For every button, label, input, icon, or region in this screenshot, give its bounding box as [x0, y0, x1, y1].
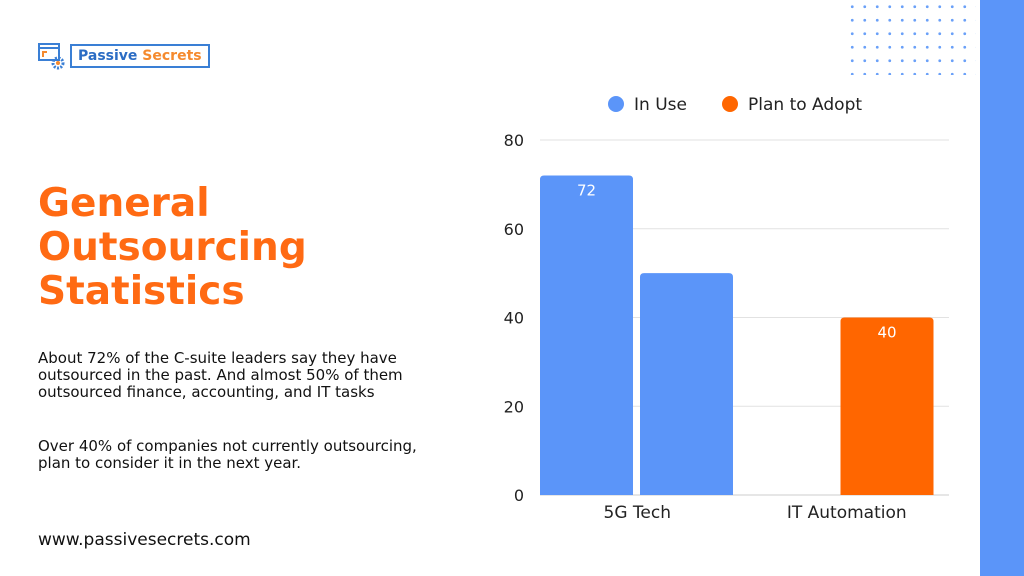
dot-pattern — [846, 0, 976, 75]
legend-marker — [608, 96, 624, 112]
website-url: www.passivesecrets.com — [38, 530, 251, 550]
bar-plan-to-adopt — [840, 317, 934, 495]
data-label: 40 — [877, 324, 896, 342]
legend-marker — [722, 96, 738, 112]
side-stripe — [980, 0, 1024, 576]
logo: Passive Secrets — [38, 42, 210, 70]
y-tick-label: 20 — [504, 397, 524, 416]
y-tick-label: 80 — [504, 131, 524, 150]
y-tick-label: 40 — [504, 309, 524, 328]
paragraph-2: Over 40% of companies not currently outs… — [38, 437, 417, 472]
bar-plan-to-adopt — [640, 273, 733, 495]
legend-label: Plan to Adopt — [748, 95, 862, 115]
paragraph-1: About 72% of the C-suite leaders say the… — [38, 349, 403, 401]
page-title: General Outsourcing Statistics — [38, 181, 307, 314]
y-tick-label: 0 — [514, 486, 524, 505]
browser-gear-icon — [38, 43, 65, 70]
x-tick-label: IT Automation — [787, 503, 907, 523]
legend-label: In Use — [634, 95, 687, 115]
logo-text: Passive Secrets — [70, 44, 210, 68]
data-label: 72 — [577, 182, 596, 200]
x-tick-label: 5G Tech — [604, 503, 671, 523]
y-tick-label: 60 — [504, 220, 524, 239]
bar-in-use — [540, 175, 633, 495]
